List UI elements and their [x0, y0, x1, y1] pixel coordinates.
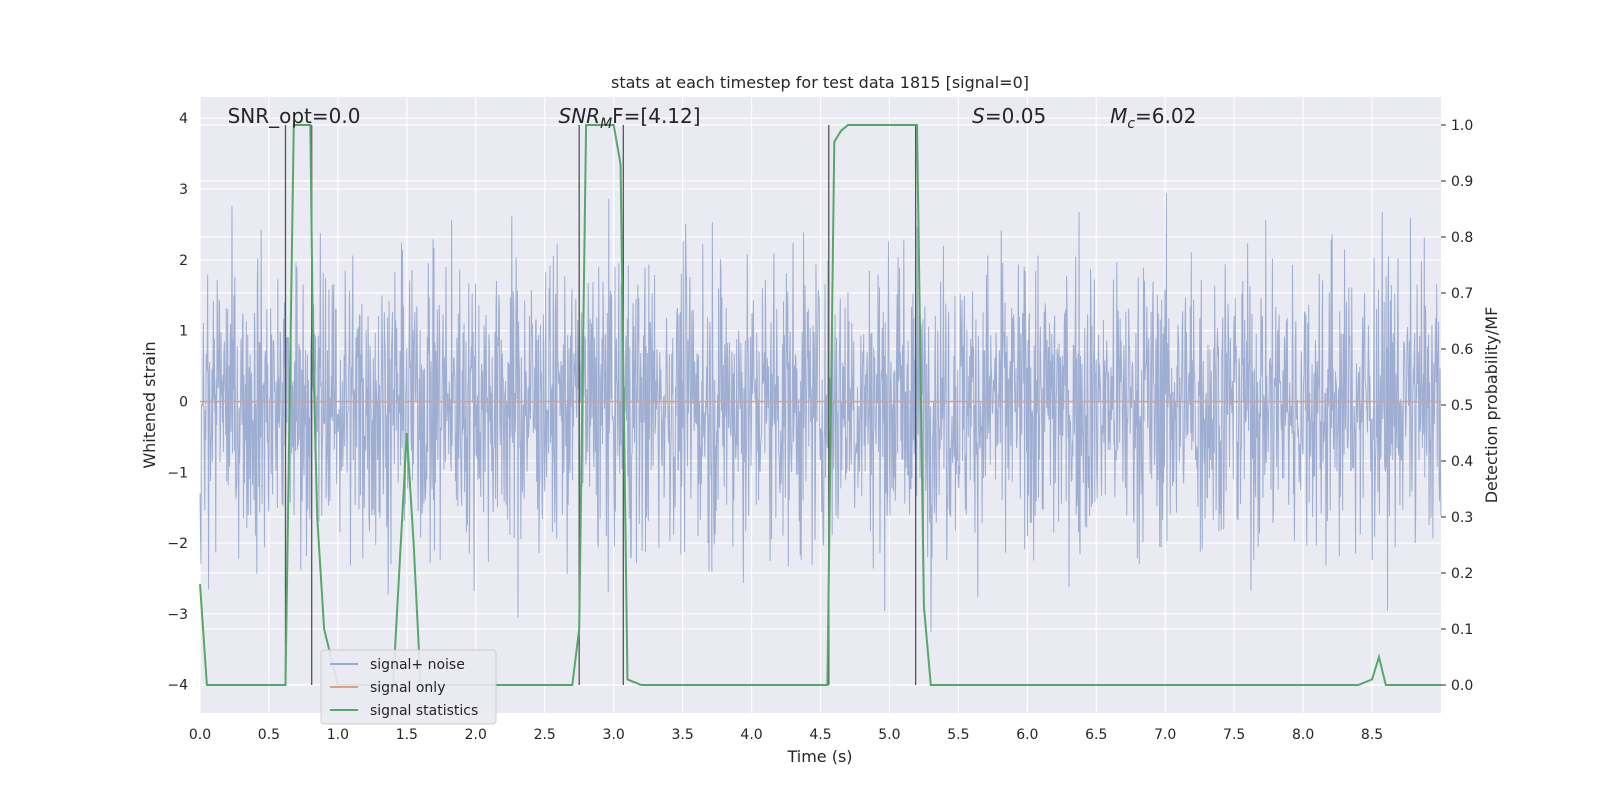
x-tick-label: 0.0 — [189, 727, 211, 743]
x-tick-label: 2.0 — [465, 727, 487, 743]
legend: signal+ noise signal only signal statistic… — [320, 649, 497, 725]
annotation-subscript: M — [600, 116, 612, 132]
y-tick-label: 3 — [179, 182, 188, 198]
y2-tick-label: 0.7 — [1451, 286, 1473, 302]
annotation-part: S — [972, 104, 985, 128]
x-tick-label: 1.5 — [396, 727, 418, 743]
y2-tick-label: 0.9 — [1451, 174, 1473, 190]
noise-trace — [199, 193, 1442, 632]
y-tick-label: −3 — [167, 607, 188, 623]
x-tick-label: 3.0 — [603, 727, 625, 743]
y-tick-label: −2 — [167, 536, 188, 552]
x-tick-label: 7.5 — [1223, 727, 1245, 743]
y-axis-ticks: −4 −3 −2 −1 0 1 2 3 4 — [167, 111, 188, 693]
grid — [199, 97, 1441, 713]
y-tick-label: 1 — [179, 324, 188, 340]
x-tick-label: 0.5 — [258, 727, 280, 743]
y-axis-label: Whitened strain — [140, 341, 159, 468]
y2-tick-label: 0.0 — [1451, 678, 1473, 694]
x-tick-label: 8.0 — [1292, 727, 1314, 743]
annotation-snr_mf: SNRMF=[4.12] — [559, 104, 701, 132]
x-tick-label: 3.5 — [671, 727, 693, 743]
y2-tick-label: 0.3 — [1451, 510, 1473, 526]
annotation-part: SNR_opt=0.0 — [228, 104, 361, 128]
statistics-line — [199, 124, 1441, 686]
annotation-part: M — [1110, 104, 1127, 128]
x-tick-label: 5.0 — [878, 727, 900, 743]
y2-tick-label: 0.6 — [1451, 342, 1473, 358]
y2-tick-label: 1.0 — [1451, 118, 1473, 134]
x-axis-ticks: 0.0 0.5 1.0 1.5 2.0 2.5 3.0 3.5 4.0 4.5 5.0 5.5 6.0 6… — [189, 727, 1383, 743]
y-tick-label: −1 — [167, 465, 188, 481]
y2-tick-label: 0.2 — [1451, 566, 1473, 582]
y2-axis-ticks: 0.0 0.1 0.2 0.3 0.4 0.5 0.6 0.7 0.8 0.9 1.0 — [1441, 118, 1473, 694]
annotation-snr_opt: SNR_opt=0.0 — [228, 104, 361, 128]
x-tick-label: 5.5 — [947, 727, 969, 743]
legend-label: signal statistics — [370, 703, 478, 719]
y2-tick-label: 0.5 — [1451, 398, 1473, 414]
annotation-mc_val: Mc=6.02 — [1110, 104, 1196, 132]
annotations: SNR_opt=0.0 SNRMF=[4.12] S=0.05 Mc=6.02 — [228, 104, 1197, 132]
y2-tick-label: 0.8 — [1451, 230, 1473, 246]
chart-title: stats at each timestep for test data 181… — [611, 73, 1029, 92]
series-signal-statistics — [199, 124, 1441, 686]
y-tick-label: 0 — [179, 394, 188, 410]
legend-label: signal+ noise — [370, 657, 465, 673]
y-tick-label: 4 — [179, 111, 188, 127]
x-tick-label: 7.0 — [1154, 727, 1176, 743]
x-tick-label: 4.5 — [809, 727, 831, 743]
annotation-s_val: S=0.05 — [972, 104, 1046, 128]
y-tick-label: 2 — [179, 253, 188, 269]
x-tick-label: 2.5 — [534, 727, 556, 743]
annotation-value: F=[4.12] — [612, 104, 700, 128]
annotation-part: SNR — [559, 104, 601, 128]
x-tick-label: 6.5 — [1085, 727, 1107, 743]
annotation-subscript: c — [1127, 116, 1135, 132]
x-tick-label: 8.5 — [1361, 727, 1383, 743]
annotation-value: =0.05 — [985, 104, 1046, 128]
annotation-value: =6.02 — [1135, 104, 1196, 128]
legend-label: signal only — [370, 680, 445, 696]
y2-tick-label: 0.4 — [1451, 454, 1473, 470]
y2-axis-label: Detection probability/MF — [1482, 307, 1501, 504]
x-axis-label: Time (s) — [786, 747, 852, 766]
x-tick-label: 4.0 — [740, 727, 762, 743]
x-tick-label: 6.0 — [1016, 727, 1038, 743]
x-tick-label: 1.0 — [327, 727, 349, 743]
y2-tick-label: 0.1 — [1451, 622, 1473, 638]
y-tick-label: −4 — [167, 678, 188, 694]
legend-box — [320, 649, 497, 725]
series-signal-noise — [199, 193, 1442, 632]
